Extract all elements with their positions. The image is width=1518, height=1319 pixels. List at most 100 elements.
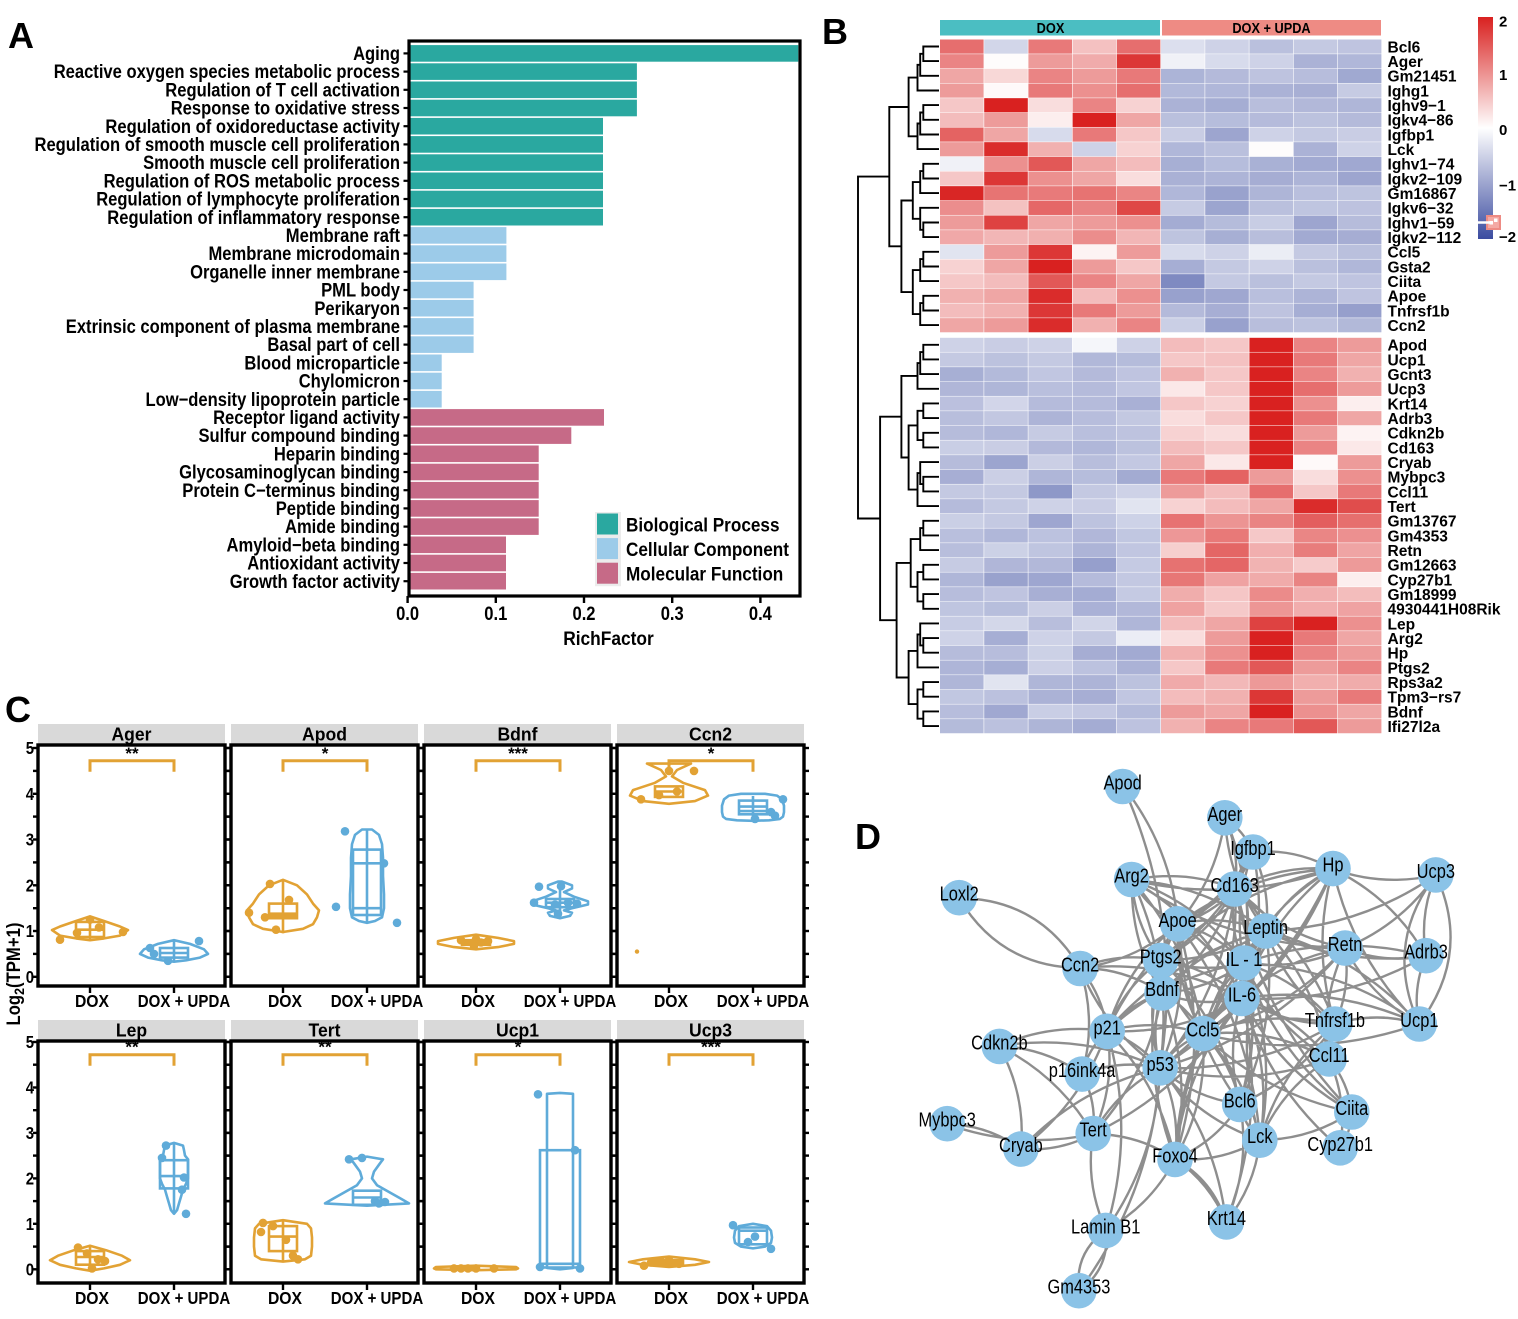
svg-text:Apoe: Apoe <box>1388 289 1427 306</box>
svg-text:Gm12663: Gm12663 <box>1388 558 1457 575</box>
svg-text:Ccn2: Ccn2 <box>1061 954 1099 977</box>
svg-text:Retn: Retn <box>1328 933 1363 956</box>
svg-text:Lep: Lep <box>1388 616 1416 633</box>
svg-text:*: * <box>322 744 329 763</box>
svg-text:Cd163: Cd163 <box>1388 440 1435 457</box>
svg-text:Molecular Function: Molecular Function <box>626 564 783 586</box>
svg-text:Igkv2−112: Igkv2−112 <box>1388 230 1462 247</box>
svg-text:Chylomicron: Chylomicron <box>299 372 400 393</box>
svg-text:*: * <box>515 1038 522 1057</box>
svg-text:Cellular Component: Cellular Component <box>626 539 789 561</box>
svg-text:Ccl11: Ccl11 <box>1388 484 1429 501</box>
svg-text:Ucp3: Ucp3 <box>1388 382 1426 399</box>
svg-text:2: 2 <box>26 876 35 896</box>
svg-text:Ccn2: Ccn2 <box>689 724 732 745</box>
svg-text:2: 2 <box>26 1169 35 1189</box>
svg-text:Regulation of oxidoreductase a: Regulation of oxidoreductase activity <box>105 117 400 138</box>
svg-text:0: 0 <box>26 1260 35 1280</box>
svg-text:Gsta2: Gsta2 <box>1388 259 1431 276</box>
svg-text:Aging: Aging <box>353 44 400 65</box>
svg-text:DOX + UPDA: DOX + UPDA <box>1232 21 1311 37</box>
svg-text:Tert: Tert <box>309 1020 341 1041</box>
svg-text:Mybpc3: Mybpc3 <box>919 1109 976 1132</box>
svg-text:Cd163: Cd163 <box>1210 874 1258 897</box>
svg-text:Gm4353: Gm4353 <box>1047 1276 1110 1299</box>
svg-text:D: D <box>855 816 881 857</box>
svg-text:***: *** <box>508 744 528 763</box>
svg-text:IL - 1: IL - 1 <box>1226 948 1263 971</box>
svg-text:4: 4 <box>26 784 35 804</box>
svg-text:Extrinsic component of plasma: Extrinsic component of plasma membrane <box>66 317 400 338</box>
svg-text:Igfbp1: Igfbp1 <box>1388 127 1435 144</box>
svg-text:Organelle inner membrane: Organelle inner membrane <box>190 262 400 283</box>
svg-text:Ighg1: Ighg1 <box>1388 83 1429 100</box>
svg-text:DOX + UPDA: DOX + UPDA <box>717 1288 810 1308</box>
svg-text:4930441H08Rik: 4930441H08Rik <box>1388 602 1501 619</box>
svg-text:Cdkn2b: Cdkn2b <box>1388 426 1445 443</box>
svg-text:Glycosaminoglycan binding: Glycosaminoglycan binding <box>179 463 400 484</box>
svg-text:Response to oxidative stress: Response to oxidative stress <box>171 99 400 120</box>
svg-text:Lck: Lck <box>1388 142 1415 159</box>
svg-text:Lamin B1: Lamin B1 <box>1071 1215 1140 1238</box>
svg-text:Ighv1−74: Ighv1−74 <box>1388 157 1455 174</box>
svg-text:B: B <box>822 11 848 52</box>
svg-text:Amide binding: Amide binding <box>285 517 400 538</box>
svg-text:**: ** <box>125 1038 139 1057</box>
svg-text:0.3: 0.3 <box>661 604 684 625</box>
svg-text:Protein C−terminus binding: Protein C−terminus binding <box>182 481 400 502</box>
svg-text:DOX + UPDA: DOX + UPDA <box>331 991 424 1011</box>
svg-text:−1: −1 <box>1499 178 1516 195</box>
svg-text:Perikaryon: Perikaryon <box>314 299 400 320</box>
svg-text:Receptor ligand activity: Receptor ligand activity <box>213 408 400 429</box>
svg-text:C: C <box>5 689 31 730</box>
svg-text:Ucp1: Ucp1 <box>496 1020 539 1041</box>
svg-text:(TPM+1): (TPM+1) <box>4 923 25 989</box>
svg-text:Rps3a2: Rps3a2 <box>1388 675 1443 692</box>
svg-text:Tert: Tert <box>1080 1119 1108 1142</box>
svg-text:Tnfrsf1b: Tnfrsf1b <box>1305 1009 1365 1032</box>
svg-text:Regulation of lymphocyte proli: Regulation of lymphocyte proliferation <box>96 190 400 211</box>
svg-text:Hp: Hp <box>1323 854 1344 877</box>
svg-text:Basal part of cell: Basal part of cell <box>267 335 400 356</box>
svg-text:Ifi27l2a: Ifi27l2a <box>1388 719 1441 736</box>
svg-text:0.4: 0.4 <box>749 604 772 625</box>
svg-text:Membrane microdomain: Membrane microdomain <box>209 244 401 265</box>
svg-text:Apod: Apod <box>1103 772 1141 795</box>
svg-text:Igkv6−32: Igkv6−32 <box>1388 201 1454 218</box>
svg-text:p21: p21 <box>1094 1016 1121 1039</box>
svg-text:***: *** <box>701 1038 721 1057</box>
svg-text:Gm16867: Gm16867 <box>1388 186 1457 203</box>
svg-text:Ciita: Ciita <box>1388 274 1422 291</box>
svg-text:Ucp3: Ucp3 <box>689 1020 732 1041</box>
svg-text:Loxl2: Loxl2 <box>940 883 979 906</box>
svg-text:0: 0 <box>1499 122 1507 139</box>
svg-text:Growth factor activity: Growth factor activity <box>230 572 401 593</box>
svg-text:Ager: Ager <box>1208 803 1243 826</box>
svg-text:Gm4353: Gm4353 <box>1388 528 1448 545</box>
svg-text:Krt14: Krt14 <box>1388 396 1428 413</box>
svg-text:Adrb3: Adrb3 <box>1404 941 1448 964</box>
svg-text:DOX: DOX <box>654 991 688 1011</box>
svg-text:Foxo4: Foxo4 <box>1152 1144 1198 1167</box>
svg-text:DOX: DOX <box>461 1288 495 1308</box>
svg-text:Leptin: Leptin <box>1243 916 1288 939</box>
svg-text:0.2: 0.2 <box>573 604 596 625</box>
svg-text:Smooth muscle cell proliferati: Smooth muscle cell proliferation <box>143 153 400 174</box>
svg-text:Regulation of inflammatory res: Regulation of inflammatory response <box>107 208 400 229</box>
svg-text:Ighv9−1: Ighv9−1 <box>1388 98 1446 115</box>
svg-text:DOX + UPDA: DOX + UPDA <box>331 1288 424 1308</box>
svg-text:Arg2: Arg2 <box>1388 631 1423 648</box>
svg-text:Krt14: Krt14 <box>1207 1207 1246 1230</box>
svg-text:Reactive oxygen species metabo: Reactive oxygen species metabolic proces… <box>54 62 400 83</box>
svg-text:Antioxidant activity: Antioxidant activity <box>247 554 400 575</box>
svg-text:**: ** <box>125 744 139 763</box>
svg-text:Gm18999: Gm18999 <box>1388 587 1457 604</box>
svg-text:Ucp3: Ucp3 <box>1417 860 1455 883</box>
svg-text:Gcnt3: Gcnt3 <box>1388 367 1432 384</box>
svg-text:Regulation of ROS metabolic pr: Regulation of ROS metabolic process <box>104 171 400 192</box>
svg-text:Bcl6: Bcl6 <box>1388 39 1421 56</box>
svg-text:Adrb3: Adrb3 <box>1388 411 1433 428</box>
svg-text:Cdkn2b: Cdkn2b <box>971 1031 1028 1054</box>
svg-text:3: 3 <box>26 830 35 850</box>
svg-text:Hp: Hp <box>1388 646 1409 663</box>
